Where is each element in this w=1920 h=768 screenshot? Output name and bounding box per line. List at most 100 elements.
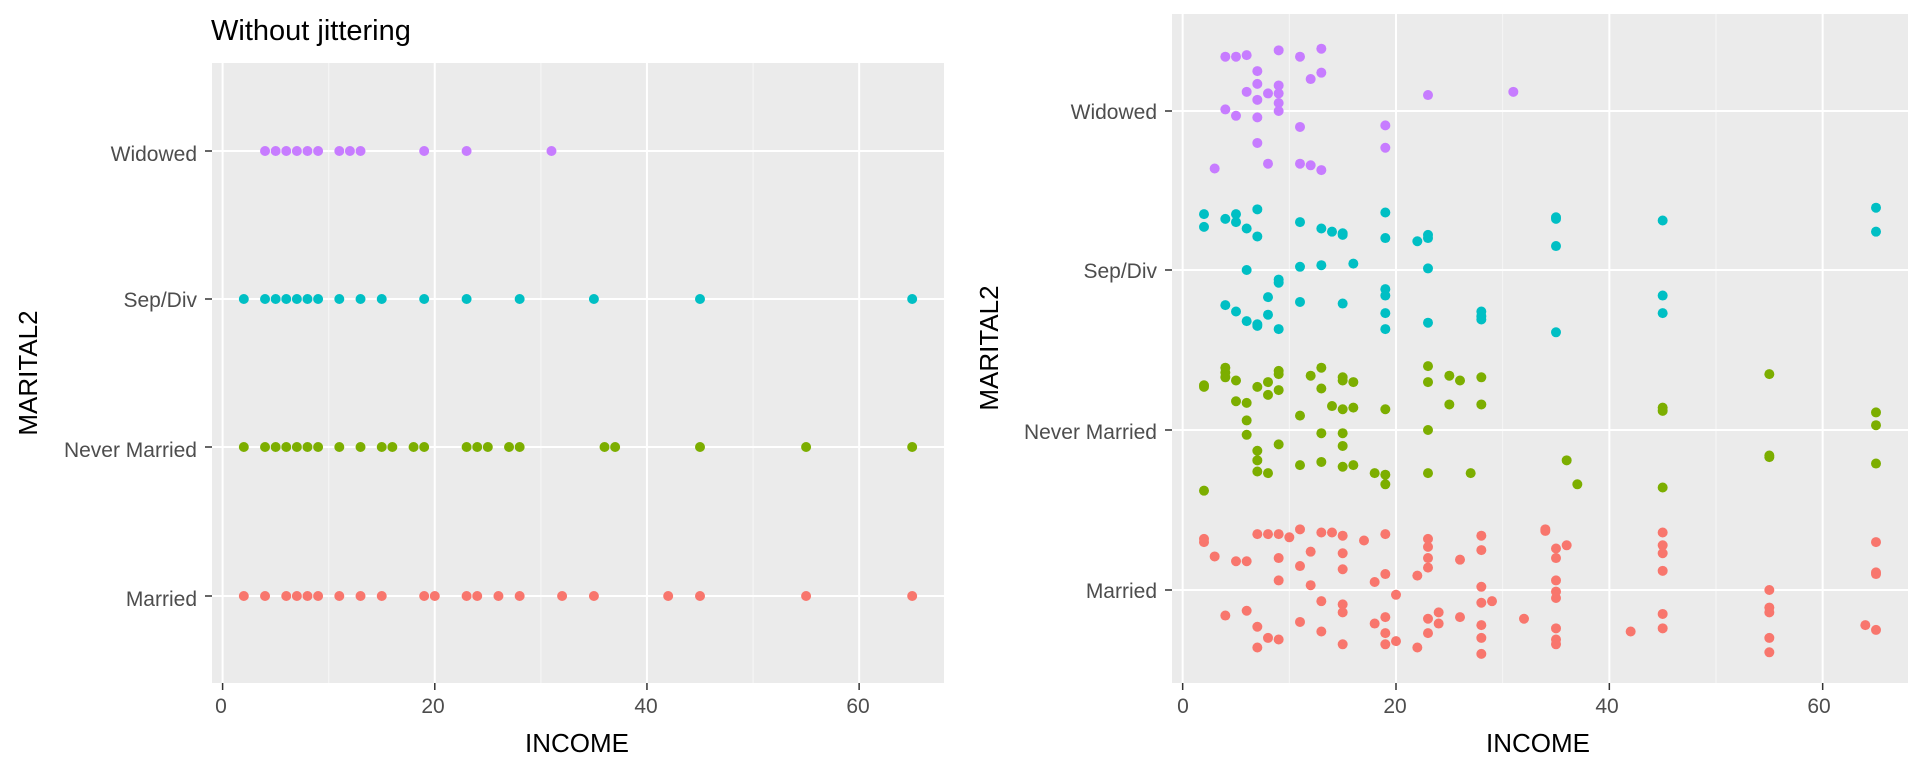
data-point — [1241, 316, 1252, 327]
data-point — [419, 146, 430, 156]
data-point — [1871, 537, 1881, 548]
data-point — [1220, 610, 1231, 621]
data-point — [270, 442, 281, 452]
data-point — [1455, 612, 1465, 623]
data-point — [238, 442, 249, 452]
x-axis-title: INCOME — [1486, 728, 1590, 758]
data-point — [1252, 94, 1263, 105]
data-points — [1199, 43, 1881, 659]
data-point — [1657, 482, 1668, 493]
data-point — [1316, 456, 1327, 467]
data-point — [1657, 527, 1668, 538]
data-point — [1295, 121, 1305, 132]
data-point — [1380, 120, 1391, 131]
y-axis-tick-labels: Widowed Sep/Div Never Married Married — [1024, 101, 1158, 603]
data-point — [1572, 479, 1583, 490]
data-point — [1487, 596, 1497, 607]
data-point — [1337, 298, 1348, 309]
data-point — [238, 294, 249, 304]
data-point — [1273, 439, 1284, 450]
data-point — [1241, 429, 1252, 440]
data-point — [1273, 529, 1284, 540]
data-point — [238, 591, 249, 601]
data-point — [355, 591, 366, 601]
data-point — [1551, 553, 1561, 564]
data-point — [1252, 466, 1263, 477]
x-tick-label: 0 — [215, 695, 227, 718]
data-point — [1231, 51, 1241, 62]
data-point — [1764, 647, 1775, 658]
data-point — [1337, 229, 1348, 240]
data-point — [1241, 605, 1252, 616]
data-point — [1305, 370, 1316, 381]
data-point — [260, 294, 271, 304]
data-point — [1220, 300, 1231, 311]
data-point — [461, 591, 472, 601]
data-point — [461, 294, 472, 304]
data-point — [514, 591, 525, 601]
data-point — [355, 442, 366, 452]
data-point — [1423, 533, 1433, 544]
data-point — [1316, 527, 1327, 538]
x-axis-title: INCOME — [525, 728, 629, 758]
data-point — [1764, 607, 1775, 618]
data-point — [1337, 564, 1348, 575]
data-point — [1764, 632, 1775, 643]
data-point — [1337, 375, 1348, 386]
data-point — [1295, 410, 1305, 421]
data-point — [1316, 165, 1327, 176]
data-point — [1369, 577, 1380, 588]
data-point — [1476, 399, 1487, 410]
y-axis-tick-labels: Widowed Sep/Div Never Married Married — [64, 143, 198, 611]
y-tick-label: Married — [1086, 580, 1157, 603]
data-point — [408, 442, 419, 452]
y-axis-title: MARITAL2 — [13, 310, 43, 435]
chart-without-jittering: Without jittering INCOME MARITAL2 Widowe… — [13, 15, 944, 758]
data-point — [1263, 529, 1273, 540]
data-point — [1263, 88, 1273, 99]
data-point — [1380, 612, 1391, 623]
data-point — [1252, 621, 1263, 632]
y-tick-label: Never Married — [64, 439, 197, 462]
data-point — [695, 591, 705, 601]
data-point — [493, 591, 504, 601]
data-point — [1316, 362, 1327, 373]
data-point — [376, 294, 387, 304]
data-point — [1305, 160, 1316, 171]
data-point — [1871, 202, 1881, 213]
data-point — [419, 294, 430, 304]
data-point — [1252, 529, 1263, 540]
data-point — [302, 591, 313, 601]
data-point — [1273, 106, 1284, 116]
data-point — [907, 294, 918, 304]
data-point — [1337, 599, 1348, 610]
data-point — [1551, 213, 1561, 224]
data-point — [1476, 545, 1487, 556]
data-point — [1871, 624, 1881, 635]
data-point — [1263, 632, 1273, 643]
data-point — [1263, 468, 1273, 479]
data-point — [1263, 158, 1273, 169]
data-point — [313, 442, 324, 452]
data-point — [1231, 556, 1241, 567]
data-point — [1337, 404, 1348, 415]
data-point — [1273, 45, 1284, 56]
data-point — [1252, 381, 1263, 392]
data-point — [313, 591, 324, 601]
data-point — [1337, 428, 1348, 439]
x-tick-label: 60 — [846, 695, 869, 718]
chart-title: Without jittering — [211, 15, 411, 47]
chart-with-jittering: INCOME MARITAL2 Widowed Sep/Div Never Ma… — [974, 14, 1908, 758]
data-point — [355, 294, 366, 304]
data-point — [1423, 541, 1433, 552]
data-point — [1263, 389, 1273, 400]
data-point — [281, 294, 292, 304]
data-point — [1231, 396, 1241, 407]
data-point — [1444, 370, 1455, 381]
data-point — [1380, 233, 1391, 244]
data-point — [1551, 623, 1561, 634]
x-tick-label: 40 — [1595, 695, 1618, 718]
data-point — [1231, 217, 1241, 228]
data-point — [1348, 402, 1359, 413]
